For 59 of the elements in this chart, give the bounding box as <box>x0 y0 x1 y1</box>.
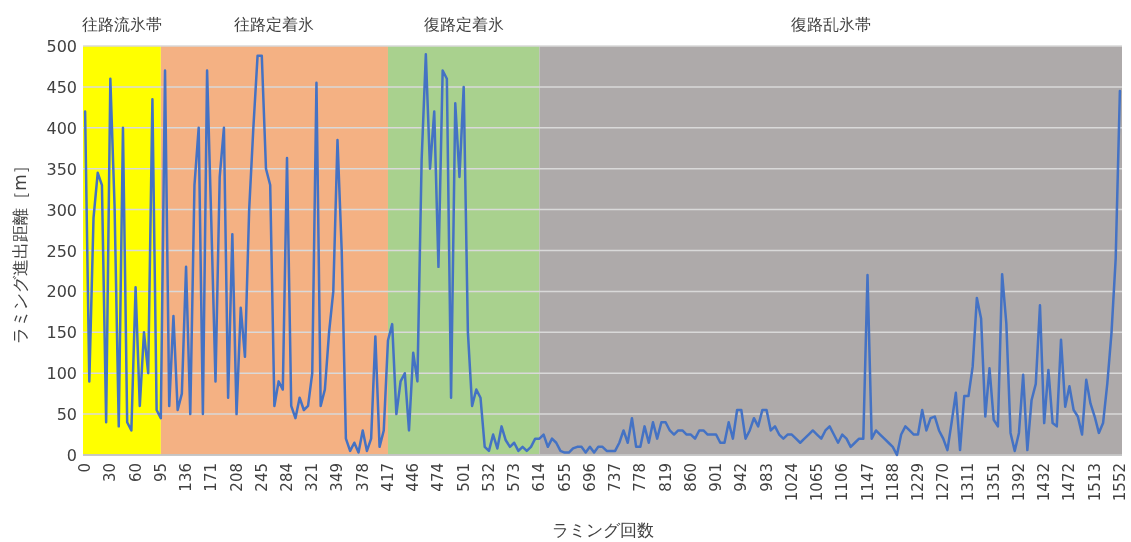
x-tick-label: 737 <box>606 463 625 492</box>
x-tick-label: 1106 <box>833 463 852 502</box>
x-tick-label: 501 <box>454 463 473 492</box>
x-tick-label: 696 <box>580 463 599 492</box>
y-tick-label: 100 <box>46 364 77 384</box>
y-tick-label: 250 <box>46 241 77 261</box>
x-tick-label: 655 <box>555 463 574 492</box>
x-tick-label: 532 <box>479 463 498 492</box>
x-tick-label: 1229 <box>908 463 927 502</box>
y-tick-label: 500 <box>46 37 77 56</box>
y-tick-label: 200 <box>46 282 77 302</box>
x-tick-label: 417 <box>378 463 397 492</box>
x-tick-label: 1432 <box>1035 463 1054 502</box>
x-tick-label: 614 <box>530 463 549 492</box>
x-tick-label: 446 <box>404 463 423 492</box>
x-tick-label: 208 <box>227 463 246 492</box>
y-tick-label: 150 <box>46 323 77 343</box>
x-tick-label: 1147 <box>858 463 877 502</box>
x-tick-label: 1024 <box>782 463 801 502</box>
y-tick-label: 300 <box>46 200 77 220</box>
x-tick-label: 1065 <box>808 463 827 502</box>
x-tick-label: 284 <box>278 463 297 492</box>
y-axis-title: ラミング進出距離［m］ <box>10 157 30 344</box>
x-tick-label: 60 <box>126 463 145 483</box>
x-tick-label: 1270 <box>934 463 953 502</box>
x-tick-label: 474 <box>429 463 448 492</box>
y-tick-label: 350 <box>46 159 77 179</box>
y-tick-label: 0 <box>66 446 77 465</box>
y-tick-label: 450 <box>46 77 77 97</box>
band-label: 復路定着氷 <box>423 15 504 34</box>
x-tick-label: 1188 <box>883 463 902 502</box>
x-tick-label: 95 <box>151 463 170 483</box>
x-tick-label: 1513 <box>1085 463 1104 502</box>
band-label: 往路定着氷 <box>234 15 315 34</box>
x-tick-label: 1311 <box>959 463 978 502</box>
x-tick-label: 1392 <box>1009 463 1028 502</box>
x-tick-label: 378 <box>353 463 372 492</box>
x-tick-label: 573 <box>505 463 524 492</box>
x-axis-title: ラミング回数 <box>551 520 654 540</box>
x-tick-label: 171 <box>202 463 221 492</box>
y-tick-label: 50 <box>56 405 77 425</box>
x-tick-label: 901 <box>707 463 726 492</box>
x-tick-label: 1472 <box>1060 463 1079 502</box>
x-tick-label: 778 <box>631 463 650 492</box>
x-tick-label: 942 <box>732 463 751 492</box>
x-tick-label: 321 <box>303 463 322 492</box>
band-label: 往路流氷帯 <box>81 15 162 34</box>
x-tick-label: 136 <box>177 463 196 492</box>
x-tick-label: 30 <box>101 463 120 483</box>
x-tick-label: 1552 <box>1110 463 1129 502</box>
band-label: 復路乱氷帯 <box>790 15 871 34</box>
x-tick-label: 983 <box>757 463 776 492</box>
x-tick-label: 819 <box>656 463 675 492</box>
x-tick-label: 0 <box>76 463 95 473</box>
x-tick-label: 245 <box>252 463 271 492</box>
x-tick-label: 349 <box>328 463 347 492</box>
y-tick-label: 400 <box>46 118 77 138</box>
x-tick-label: 1351 <box>984 463 1003 502</box>
x-tick-label: 860 <box>681 463 700 492</box>
